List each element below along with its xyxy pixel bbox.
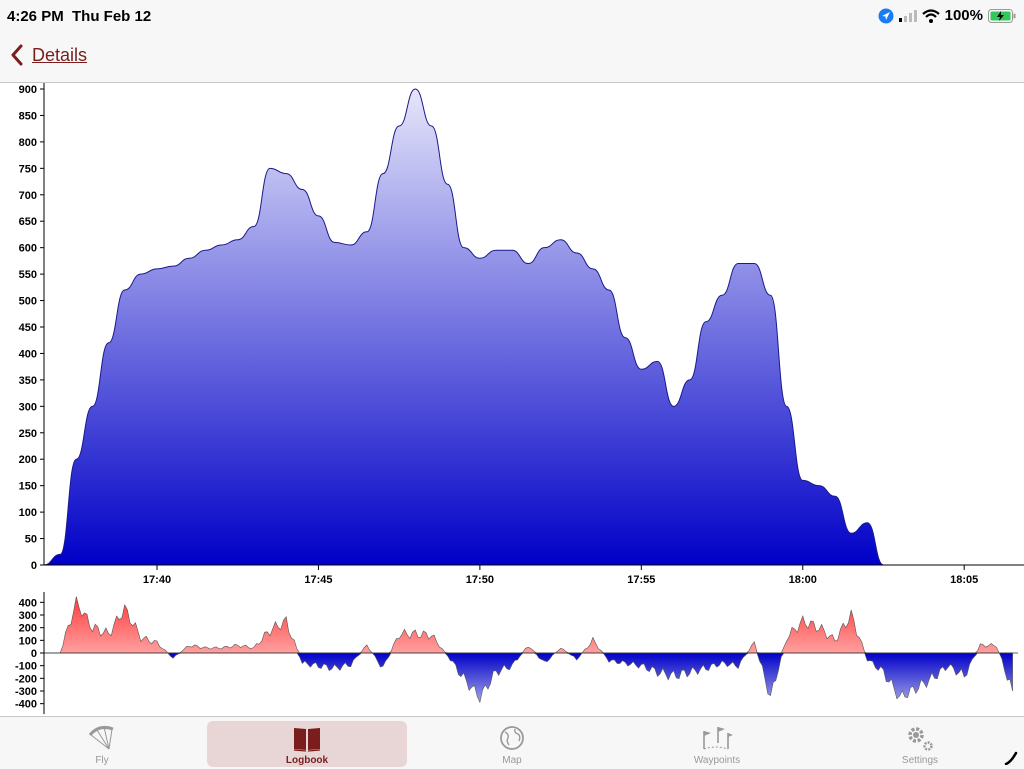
altitude-chart: 9008508007507006506005505004504003503002… — [19, 83, 1024, 586]
tab-fly[interactable]: Fly — [2, 721, 202, 767]
y-tick-label: 900 — [19, 84, 37, 96]
y-tick-label: 200 — [19, 623, 37, 635]
status-date: Thu Feb 12 — [72, 8, 152, 25]
tab-logbook[interactable]: Logbook — [207, 721, 407, 767]
wifi-icon — [921, 8, 940, 23]
status-bar: 4:26 PM Thu Feb 12 100% — [0, 0, 1024, 32]
y-tick-label: 0 — [31, 648, 37, 660]
tab-label: Waypoints — [693, 755, 741, 766]
vario-sink-area — [44, 652, 1013, 704]
status-indicators: 100% — [878, 7, 1016, 24]
y-tick-label: 800 — [19, 137, 37, 149]
y-tick-label: -100 — [15, 661, 37, 673]
vario-climb-area — [44, 596, 1013, 654]
paraglider-icon — [88, 726, 114, 750]
y-tick-label: 400 — [19, 348, 37, 360]
y-tick-label: 500 — [19, 296, 37, 308]
y-tick-label: 300 — [19, 401, 37, 413]
tab-label: Settings — [901, 755, 939, 766]
y-tick-label: -200 — [15, 673, 37, 685]
y-tick-label: 450 — [19, 322, 37, 334]
y-tick-label: 100 — [19, 635, 37, 647]
y-tick-label: 50 — [25, 534, 37, 546]
y-tick-label: 600 — [19, 243, 37, 255]
x-tick-label: 18:00 — [789, 574, 817, 586]
y-tick-label: 550 — [19, 269, 37, 281]
pencil-indicator-icon — [1004, 751, 1018, 765]
chevron-left-icon — [11, 44, 23, 66]
tab-waypoints[interactable]: Waypoints — [617, 721, 817, 767]
x-tick-label: 18:05 — [950, 574, 978, 586]
y-tick-label: 150 — [19, 481, 37, 493]
y-tick-label: 100 — [19, 507, 37, 519]
nav-bar: Details — [0, 32, 1024, 83]
x-tick-label: 17:40 — [143, 574, 171, 586]
tab-settings[interactable]: Settings — [820, 721, 1020, 767]
cellular-signal-icon — [898, 9, 917, 22]
y-tick-label: 650 — [19, 216, 37, 228]
x-tick-label: 17:55 — [627, 574, 655, 586]
y-tick-label: 750 — [19, 163, 37, 175]
book-icon — [293, 728, 321, 752]
y-tick-label: 350 — [19, 375, 37, 387]
x-tick-label: 17:45 — [304, 574, 332, 586]
y-tick-label: 250 — [19, 428, 37, 440]
y-tick-label: 850 — [19, 110, 37, 122]
x-tick-label: 17:50 — [466, 574, 494, 586]
flags-icon — [703, 727, 733, 750]
tab-label: Map — [502, 755, 522, 766]
status-time: 4:26 PM — [7, 8, 64, 25]
gear-icon — [908, 727, 933, 751]
back-button[interactable]: Details — [10, 44, 87, 66]
tab-label: Logbook — [285, 755, 329, 766]
y-tick-label: 400 — [19, 597, 37, 609]
tab-bar: Fly Logbook Map Waypoints Settings — [0, 716, 1024, 769]
globe-icon — [500, 726, 524, 750]
altitude-area — [43, 88, 1018, 566]
y-tick-label: 300 — [19, 610, 37, 622]
y-tick-label: -400 — [15, 699, 37, 711]
y-tick-label: 700 — [19, 190, 37, 202]
y-tick-label: 0 — [31, 560, 37, 572]
tab-map[interactable]: Map — [412, 721, 612, 767]
back-label: Details — [32, 44, 88, 65]
tab-label: Fly — [95, 755, 109, 766]
y-tick-label: -300 — [15, 686, 37, 698]
y-tick-label: 200 — [19, 454, 37, 466]
battery-charging-icon — [988, 8, 1016, 23]
battery-percent: 100% — [944, 7, 983, 24]
location-icon — [878, 8, 894, 23]
